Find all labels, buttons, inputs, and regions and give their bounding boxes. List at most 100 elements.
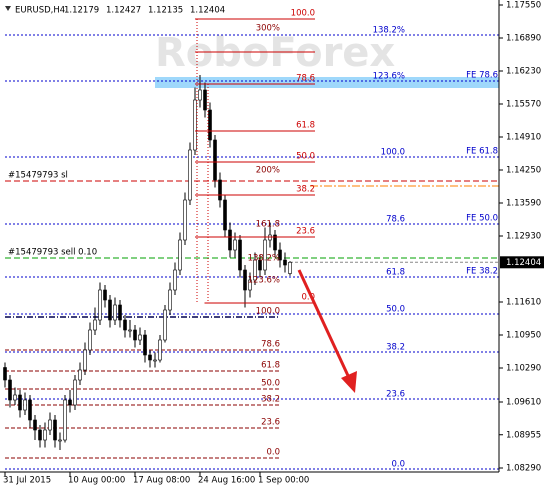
candle-body — [218, 179, 222, 201]
order-label: #15479793 sell 0.10 — [8, 248, 97, 258]
candle-body — [3, 367, 7, 381]
fibo-label: 100.0 — [291, 9, 315, 19]
fibo-fe-label: FE 61.8 — [466, 147, 498, 157]
candle-body — [93, 319, 97, 331]
candle-body — [203, 89, 207, 111]
extension-label: 200% — [256, 166, 280, 176]
fibo-label: 100.0 — [256, 307, 280, 317]
candle-body — [103, 289, 107, 301]
y-tick-label: 1.10290 — [506, 364, 541, 374]
candle-body — [138, 334, 142, 341]
y-tick-label: 1.16890 — [506, 34, 541, 44]
candle-body — [48, 419, 52, 431]
candle-body — [33, 419, 37, 431]
extension-label: 300% — [256, 24, 280, 34]
extension-label: 161.8 — [256, 220, 280, 230]
candle-body — [248, 279, 252, 291]
candle-body — [43, 429, 47, 441]
candle-body — [38, 429, 42, 441]
candle-body — [188, 149, 192, 201]
y-tick-label: 1.08955 — [506, 430, 541, 440]
candle-body — [68, 399, 72, 406]
fibo-label: 38.2 — [386, 343, 405, 353]
candle-body — [223, 199, 227, 231]
candle-body — [283, 259, 287, 266]
plot: 138.2% 123.6% FE 78.6 100.0 FE 61.8 78.6 FE 50… — [3, 9, 499, 470]
candle-body — [133, 329, 137, 341]
y-tick-label: 1.12930 — [506, 232, 541, 242]
candle-body — [173, 269, 177, 291]
candle-body — [23, 399, 27, 411]
menu-icon[interactable] — [5, 6, 11, 11]
candle-body — [228, 229, 232, 251]
x-tick-label: 10 Aug 00:00 — [68, 476, 125, 486]
candle-body — [128, 329, 132, 332]
y-tick-label: 1.15570 — [506, 100, 541, 110]
price-box — [500, 256, 544, 269]
extension-label: 123.6% — [248, 276, 280, 286]
fibo-label: 61.8 — [296, 121, 315, 131]
quote-open: 1.12179 — [64, 6, 99, 16]
candle-body — [28, 399, 32, 421]
fibo-label: 50.0 — [296, 152, 315, 162]
candle-body — [288, 261, 292, 274]
fibo-label: 61.8 — [261, 361, 280, 371]
fibo-fe-label: FE 78.6 — [466, 71, 498, 81]
fibo-label: 50.0 — [386, 305, 405, 315]
fibo-label: 23.6 — [386, 390, 405, 400]
fibo-fe-label: FE 38.2 — [466, 267, 498, 277]
candle-body — [13, 394, 17, 401]
forecast-arrow — [297, 269, 352, 381]
x-tick-label: 17 Aug 08:00 — [133, 476, 190, 486]
x-tick-label: 24 Aug 16:00 — [198, 476, 255, 486]
y-tick-label: 1.11610 — [506, 298, 541, 308]
candle-body — [233, 239, 237, 251]
candle-body — [168, 289, 172, 311]
candle-body — [53, 419, 57, 441]
candle-body — [108, 299, 112, 321]
watermark: RoboForex — [155, 30, 395, 76]
quote-close: 1.12404 — [190, 6, 225, 16]
y-tick-label: 1.17550 — [506, 1, 541, 11]
fibo-label: 38.2 — [296, 185, 315, 195]
zone — [155, 77, 499, 88]
candle-body — [83, 349, 87, 371]
y-tick-label: 1.10950 — [506, 331, 541, 341]
candle-body — [143, 334, 147, 356]
fibo-label: 23.6 — [261, 418, 280, 428]
candle-body — [58, 439, 62, 442]
candle-body — [123, 319, 127, 331]
candle-body — [263, 239, 267, 271]
fibo-label: 61.8 — [386, 268, 405, 278]
candle-body — [278, 249, 282, 261]
order-label: #15479793 sl — [8, 171, 68, 181]
candle-body — [253, 259, 257, 281]
candle-body — [198, 89, 202, 101]
candle-body — [118, 304, 122, 321]
y-tick-label: 1.14910 — [506, 133, 541, 143]
y-tick-label: 1.08290 — [506, 464, 541, 474]
x-tick-label: 1 Sep 00:00 — [258, 476, 309, 486]
fibo-label: 23.6 — [296, 227, 315, 237]
candle-body — [163, 309, 167, 341]
symbol: EURUSD,H4 — [15, 6, 65, 16]
candle-body — [88, 329, 92, 351]
fibo-label: 78.6 — [261, 340, 280, 350]
fibo-label: 138.2% — [373, 26, 405, 36]
candle-body — [8, 379, 12, 401]
fibo-label: 100.0 — [381, 148, 405, 158]
extension-label: 138.2% — [248, 254, 280, 264]
fibo-label: 78.6 — [386, 215, 405, 225]
fibo-fe-label: FE 50.0 — [466, 214, 498, 224]
candle-body — [78, 369, 82, 381]
candle-body — [148, 354, 152, 361]
price-box-label: 1.12404 — [506, 258, 541, 268]
candle-body — [113, 304, 117, 321]
forecast-arrowhead — [341, 371, 357, 393]
candle-body — [193, 99, 197, 151]
candle-body — [63, 399, 67, 441]
candle-body — [98, 289, 102, 321]
candle-body — [18, 394, 22, 411]
y-tick-label: 1.09610 — [506, 398, 541, 408]
x-tick-label: 31 Jul 2015 — [3, 476, 51, 486]
